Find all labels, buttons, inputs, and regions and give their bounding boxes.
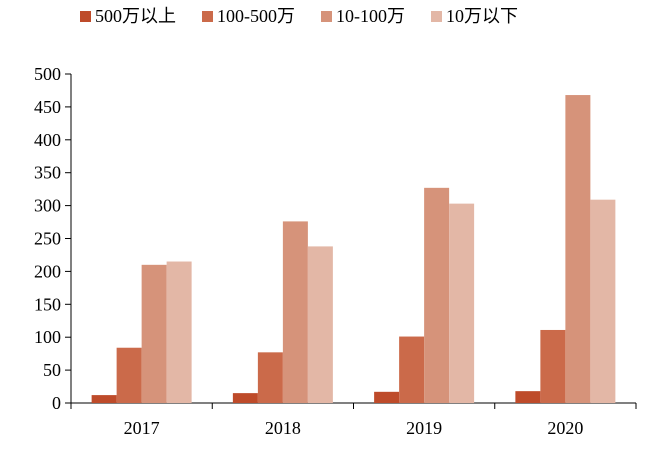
y-tick-label: 350	[34, 163, 61, 183]
legend-swatch	[321, 11, 332, 22]
y-tick-label: 450	[34, 97, 61, 117]
bar	[141, 264, 167, 403]
y-axis: 0 50 100 150 200 250 300 350 400 450 500	[34, 64, 72, 413]
legend-swatch	[431, 11, 442, 22]
y-tick-label: 200	[34, 261, 61, 281]
y-tick-label: 100	[34, 327, 61, 347]
x-category-label: 2018	[265, 418, 301, 438]
bar	[590, 199, 616, 403]
bar	[91, 395, 117, 403]
bar	[282, 221, 308, 403]
bars	[91, 95, 616, 403]
legend-label: 10万以下	[446, 6, 518, 26]
bar	[449, 203, 475, 403]
legend-swatch	[80, 11, 91, 22]
bar	[565, 95, 591, 403]
y-tick-label: 150	[34, 294, 61, 314]
x-category-label: 2019	[406, 418, 442, 438]
legend-swatch	[202, 11, 213, 22]
x-category-label: 2020	[547, 418, 583, 438]
y-tick-label: 50	[43, 360, 61, 380]
x-category-label: 2017	[124, 418, 160, 438]
bar	[232, 393, 258, 403]
bar	[540, 329, 566, 403]
y-tick-label: 250	[34, 229, 61, 249]
bar	[399, 336, 425, 403]
y-tick-label: 0	[52, 393, 61, 413]
bar	[307, 246, 333, 403]
bar	[424, 187, 450, 403]
x-axis: 2017 2018 2019 2020	[70, 402, 637, 438]
bar	[257, 352, 283, 403]
bar	[374, 391, 400, 403]
legend-label: 100-500万	[217, 6, 295, 26]
legend-label: 10-100万	[336, 6, 405, 26]
y-tick-label: 500	[34, 64, 61, 84]
legend-label: 500万以上	[95, 6, 176, 26]
y-tick-label: 300	[34, 196, 61, 216]
legend: 500万以上 100-500万 10-100万 10万以下	[80, 6, 518, 26]
y-tick-label: 400	[34, 130, 61, 150]
bar	[116, 347, 142, 403]
bar	[515, 391, 541, 403]
bar	[166, 261, 192, 403]
